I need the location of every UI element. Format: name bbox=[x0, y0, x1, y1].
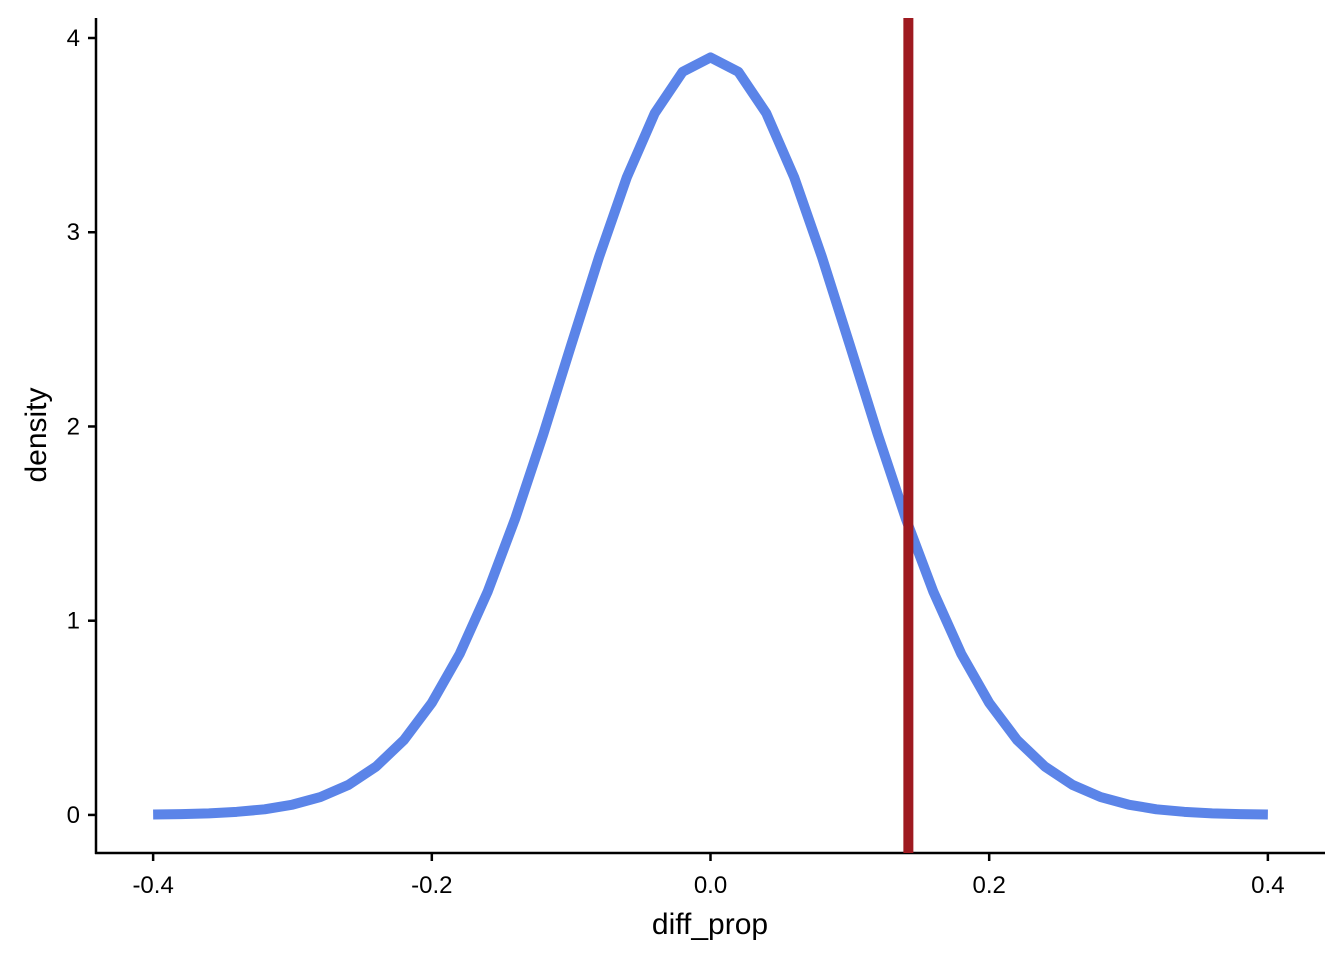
y-tick-label: 1 bbox=[67, 608, 80, 635]
x-axis-title: diff_prop bbox=[652, 908, 768, 941]
x-tick-label: 0.4 bbox=[1251, 872, 1284, 899]
y-tick-label: 0 bbox=[67, 802, 80, 829]
x-tick-label: 0.2 bbox=[972, 872, 1005, 899]
y-axis-title: density bbox=[20, 387, 53, 482]
x-tick-label: -0.2 bbox=[411, 872, 452, 899]
x-tick-label: -0.4 bbox=[132, 872, 173, 899]
density-curve bbox=[153, 52, 1268, 820]
y-tick-label: 3 bbox=[67, 219, 80, 246]
x-tick-label: 0.0 bbox=[694, 872, 727, 899]
y-tick-label: 2 bbox=[67, 413, 80, 440]
y-tick-label: 4 bbox=[67, 25, 80, 52]
